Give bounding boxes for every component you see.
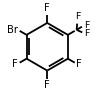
Text: Br: Br xyxy=(7,25,18,35)
Text: F: F xyxy=(12,59,18,69)
Text: F: F xyxy=(85,29,90,38)
Text: F: F xyxy=(84,21,90,30)
Text: F: F xyxy=(76,59,82,69)
Text: F: F xyxy=(75,12,80,21)
Text: F: F xyxy=(44,3,50,13)
Text: F: F xyxy=(44,80,50,90)
